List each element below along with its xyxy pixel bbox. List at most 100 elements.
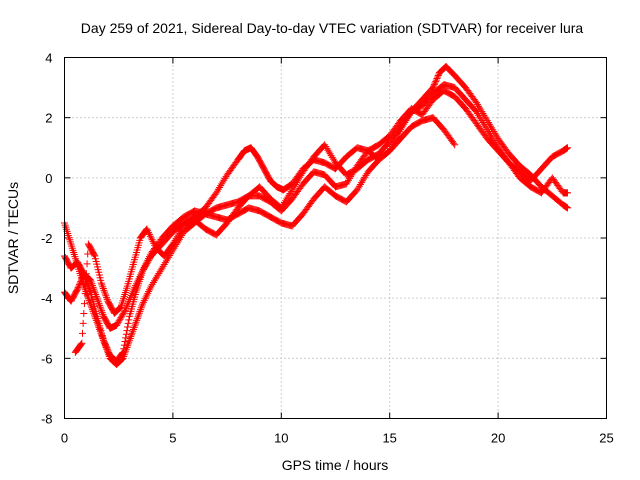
- data-point: [289, 184, 297, 192]
- data-point: [84, 250, 92, 258]
- data-point: [145, 230, 153, 238]
- data-point: [219, 178, 227, 186]
- data-point: [137, 271, 145, 279]
- data-point: [141, 295, 149, 303]
- data-point: [100, 336, 108, 344]
- data-point: [80, 310, 88, 318]
- data-point: [143, 258, 151, 266]
- data-point: [131, 320, 139, 328]
- data-point: [155, 269, 163, 277]
- data-point: [144, 289, 152, 297]
- data-point: [144, 256, 152, 264]
- data-point: [119, 311, 127, 319]
- data-point: [278, 202, 286, 210]
- data-point: [162, 257, 170, 265]
- data-point: [140, 263, 148, 271]
- data-point: [157, 266, 165, 274]
- data-point: [74, 284, 82, 292]
- data-point: [104, 349, 112, 357]
- data-point: [286, 189, 294, 197]
- data-point: [124, 323, 132, 331]
- data-point: [136, 307, 144, 315]
- y-tick-label: -4: [41, 291, 53, 306]
- x-tick-label: 5: [169, 431, 176, 446]
- data-point: [131, 283, 139, 291]
- data-point: [77, 340, 85, 348]
- data-point: [563, 189, 571, 197]
- data-point: [146, 232, 154, 240]
- data-point: [145, 254, 153, 262]
- data-point: [295, 175, 303, 183]
- data-point: [288, 186, 296, 194]
- data-point: [217, 182, 225, 190]
- data-point: [82, 270, 90, 278]
- data-point: [354, 184, 362, 192]
- data-point: [294, 177, 302, 185]
- data-point: [430, 82, 438, 90]
- data-point: [95, 300, 103, 308]
- y-tick-label: 0: [45, 171, 52, 186]
- data-point: [125, 338, 133, 346]
- data-point: [133, 315, 141, 323]
- data-point: [322, 143, 330, 151]
- data-point: [116, 315, 124, 323]
- data-point: [174, 231, 182, 239]
- data-point: [563, 144, 571, 152]
- data-point: [147, 234, 155, 242]
- data-point: [122, 334, 130, 342]
- data-point: [147, 282, 155, 290]
- data-point: [216, 183, 224, 191]
- data-point: [476, 113, 484, 121]
- y-tick-labels: -8 -6 -4 -2 0 2 4: [41, 51, 53, 427]
- data-point: [92, 292, 100, 300]
- data-point: [220, 176, 228, 184]
- data-point: [101, 342, 109, 350]
- data-point: [80, 300, 88, 308]
- data-point: [98, 281, 106, 289]
- data-point: [149, 238, 157, 246]
- data-point: [282, 197, 290, 205]
- data-point: [79, 319, 87, 327]
- data-point: [119, 309, 127, 317]
- x-tick-label: 15: [382, 431, 396, 446]
- data-point: [119, 354, 127, 362]
- x-axis-label: GPS time / hours: [282, 457, 389, 473]
- data-point: [99, 310, 107, 318]
- chart-title: Day 259 of 2021, Sidereal Day-to-day VTE…: [81, 20, 584, 36]
- data-point: [175, 229, 183, 237]
- data-point: [291, 180, 299, 188]
- data-point: [472, 99, 480, 107]
- data-point: [321, 141, 329, 149]
- data-point: [325, 148, 333, 156]
- data-point: [285, 191, 293, 199]
- data-point: [118, 312, 126, 320]
- data-point: [284, 193, 292, 201]
- data-point: [329, 155, 337, 163]
- data-points: [61, 63, 571, 368]
- data-point: [292, 179, 300, 187]
- data-point: [169, 240, 177, 248]
- data-point: [474, 109, 482, 117]
- y-tick-label: -6: [41, 351, 53, 366]
- data-point: [487, 131, 495, 139]
- data-point: [117, 314, 125, 322]
- data-point: [105, 351, 113, 359]
- data-point: [91, 289, 99, 297]
- data-point: [134, 313, 142, 321]
- data-point: [492, 140, 500, 148]
- data-point: [130, 285, 138, 293]
- data-point: [358, 179, 366, 187]
- data-point: [81, 290, 89, 298]
- data-point: [146, 284, 154, 292]
- data-point: [85, 285, 93, 293]
- data-point: [150, 239, 158, 247]
- data-point: [83, 279, 91, 287]
- data-point: [101, 290, 109, 298]
- data-point: [475, 111, 483, 119]
- data-point: [133, 278, 141, 286]
- data-point: [480, 120, 488, 128]
- data-point: [90, 285, 98, 293]
- data-point: [114, 318, 122, 326]
- data-point: [129, 325, 137, 333]
- data-point: [139, 300, 147, 308]
